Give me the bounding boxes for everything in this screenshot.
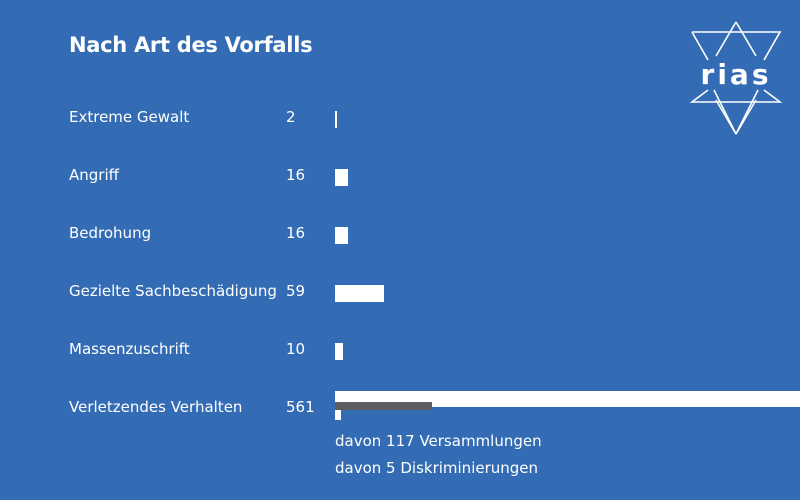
bar — [335, 169, 349, 186]
value-label: 2 — [286, 108, 296, 126]
value-label: 561 — [286, 398, 315, 416]
sub-bar-diskriminierungen — [335, 410, 341, 420]
category-label: Massenzuschrift — [69, 340, 190, 358]
sub-value-note: davon 117 Versammlungen — [335, 432, 542, 450]
logo-text: rias — [701, 58, 772, 91]
value-label: 16 — [286, 224, 306, 242]
chart-title: Nach Art des Vorfalls — [69, 33, 313, 57]
value-label: 10 — [286, 340, 306, 358]
value-label: 16 — [286, 166, 306, 184]
rias-logo: rias — [689, 21, 783, 135]
category-label: Bedrohung — [69, 224, 152, 242]
bar — [335, 343, 344, 360]
sub-value-note: davon 5 Diskriminierungen — [335, 459, 539, 477]
category-label: Verletzendes Verhalten — [69, 398, 243, 416]
value-label: 59 — [286, 282, 306, 300]
bar — [335, 111, 337, 128]
bar — [335, 285, 384, 302]
sub-bar-versammlungen — [335, 402, 432, 410]
bar — [335, 391, 800, 407]
category-label: Gezielte Sachbeschädigung — [69, 282, 277, 300]
category-label: Angriff — [69, 166, 119, 184]
category-label: Extreme Gewalt — [69, 108, 190, 126]
bar — [335, 227, 349, 244]
